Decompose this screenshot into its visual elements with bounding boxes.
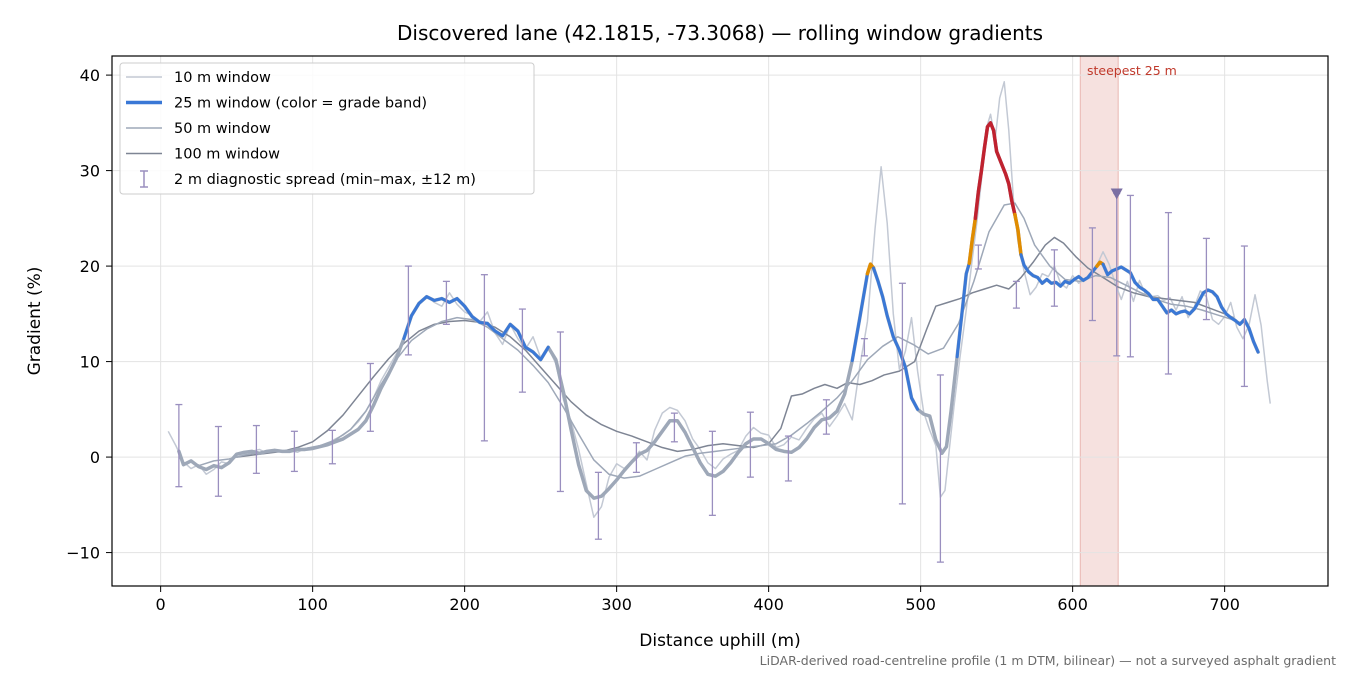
errorbar bbox=[1240, 245, 1248, 388]
y-tick-label: 30 bbox=[80, 162, 100, 181]
series-25m-segment-low bbox=[850, 272, 869, 363]
errorbar bbox=[442, 280, 450, 325]
marker-layer bbox=[1110, 188, 1123, 200]
errorbar bbox=[252, 424, 260, 474]
y-tick-label: 0 bbox=[90, 448, 100, 467]
errorbar bbox=[708, 430, 716, 516]
errorbar bbox=[214, 425, 222, 497]
x-tick-label: 400 bbox=[753, 595, 784, 614]
errorbar bbox=[822, 399, 830, 435]
x-tick-label: 500 bbox=[905, 595, 936, 614]
y-axis-title: Gradient (%) bbox=[25, 267, 45, 376]
series-layer bbox=[167, 81, 1271, 518]
errorbar bbox=[556, 331, 564, 493]
errorbar bbox=[594, 471, 602, 540]
errorbar bbox=[670, 412, 678, 443]
y-axis-ticks: −10 0 10 20 30 40 bbox=[66, 66, 112, 563]
errorbar bbox=[1164, 211, 1172, 375]
y-tick-label: 20 bbox=[80, 257, 100, 276]
series-25m-segment-medium bbox=[1013, 212, 1023, 257]
series-25m-segment-medium bbox=[967, 216, 978, 265]
errorbar bbox=[518, 308, 526, 393]
legend-item: 25 m window (color = grade band) bbox=[126, 96, 427, 112]
x-tick-label: 600 bbox=[1057, 595, 1088, 614]
errorbar bbox=[290, 430, 298, 473]
errorbar bbox=[480, 274, 488, 442]
errorbar bbox=[860, 338, 868, 357]
series-25m-segment-medium bbox=[865, 262, 876, 276]
series-25m-segment-high bbox=[973, 121, 1017, 221]
y-tick-label: −10 bbox=[66, 544, 100, 563]
errorbar bbox=[974, 244, 982, 270]
errorbar bbox=[746, 411, 754, 478]
x-tick-label: 100 bbox=[297, 595, 328, 614]
y-tick-label: 10 bbox=[80, 353, 100, 372]
x-axis-ticks: 0 100 200 300 400 500 600 700 bbox=[156, 586, 1240, 614]
errorbar bbox=[175, 403, 183, 488]
x-tick-label: 200 bbox=[449, 595, 480, 614]
series-100m-window bbox=[236, 236, 1235, 458]
legend-item: 50 m window bbox=[126, 121, 271, 137]
errorbar bbox=[936, 374, 944, 563]
errorbar bbox=[1012, 280, 1020, 309]
footnote: LiDAR-derived road-centreline profile (1… bbox=[760, 653, 1336, 668]
legend-item: 2 m diagnostic spread (min–max, ±12 m) bbox=[140, 170, 476, 188]
series-25m-segment-low bbox=[402, 295, 550, 362]
legend-label: 50 m window bbox=[174, 121, 271, 137]
errorbar bbox=[1088, 227, 1096, 322]
legend: 10 m window 25 m window (color = grade ba… bbox=[119, 62, 535, 195]
legend-label: 10 m window bbox=[174, 70, 271, 86]
plot-frame bbox=[111, 55, 1329, 587]
steepest-band bbox=[1079, 55, 1119, 587]
errorbar bbox=[1202, 237, 1210, 321]
legend-item: 100 m window bbox=[126, 147, 280, 163]
series-25m-segment-low bbox=[1101, 262, 1260, 354]
x-tick-label: 700 bbox=[1209, 595, 1240, 614]
legend-items: 10 m window 25 m window (color = grade ba… bbox=[126, 70, 476, 188]
series-25m-segment-low bbox=[955, 261, 971, 359]
legend-label: 2 m diagnostic spread (min–max, ±12 m) bbox=[174, 172, 476, 188]
legend-item: 10 m window bbox=[126, 70, 271, 86]
highlight-band-layer bbox=[1079, 55, 1119, 587]
errorbar bbox=[784, 435, 792, 482]
x-tick-label: 0 bbox=[156, 595, 166, 614]
errorbar bbox=[1050, 249, 1058, 307]
errorbar-layer bbox=[175, 192, 1248, 563]
errorbar bbox=[1126, 194, 1134, 358]
highlight-band-label: steepest 25 m bbox=[1087, 63, 1177, 78]
errorbar bbox=[898, 282, 906, 505]
x-tick-label: 300 bbox=[601, 595, 632, 614]
errorbar bbox=[366, 362, 374, 432]
errorbar bbox=[404, 265, 412, 356]
legend-frame bbox=[119, 62, 535, 195]
legend-label: 25 m window (color = grade band) bbox=[174, 96, 427, 112]
errorbar bbox=[632, 442, 640, 474]
errorbar bbox=[328, 429, 336, 465]
chart-title: Discovered lane (42.1815, -73.3068) — ro… bbox=[397, 21, 1043, 45]
x-axis-title: Distance uphill (m) bbox=[639, 631, 800, 651]
y-tick-label: 40 bbox=[80, 66, 100, 85]
series-25m-segment-low bbox=[1019, 253, 1099, 288]
legend-label: 100 m window bbox=[174, 147, 280, 163]
steepest-marker bbox=[1110, 188, 1123, 200]
series-25m-segment-low bbox=[872, 266, 920, 411]
series-50m-window bbox=[198, 202, 1244, 479]
